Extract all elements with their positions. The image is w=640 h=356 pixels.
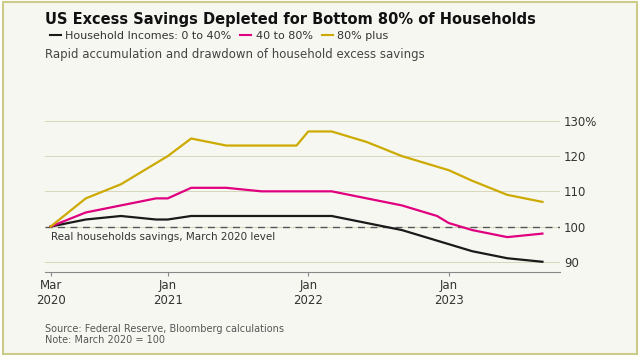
Text: Real households savings, March 2020 level: Real households savings, March 2020 leve… [51,232,275,242]
Legend: Household Incomes: 0 to 40%, 40 to 80%, 80% plus: Household Incomes: 0 to 40%, 40 to 80%, … [45,26,393,45]
Text: US Excess Savings Depleted for Bottom 80% of Households: US Excess Savings Depleted for Bottom 80… [45,12,536,27]
Text: Source: Federal Reserve, Bloomberg calculations
Note: March 2020 = 100: Source: Federal Reserve, Bloomberg calcu… [45,324,284,345]
Text: Rapid accumulation and drawdown of household excess savings: Rapid accumulation and drawdown of house… [45,48,424,61]
